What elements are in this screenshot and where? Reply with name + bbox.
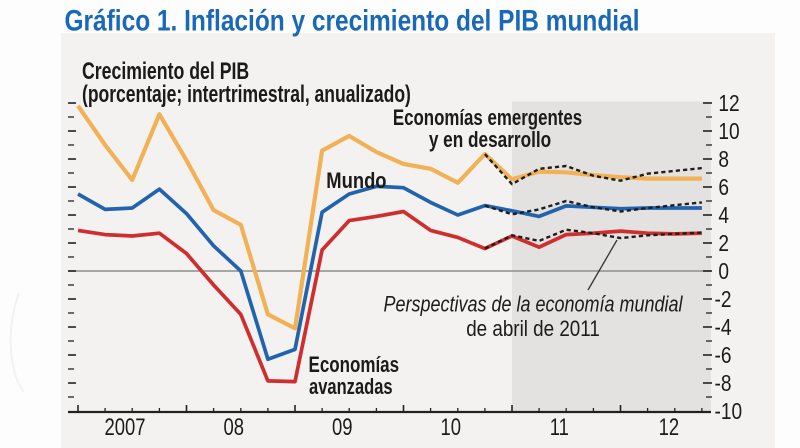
svg-text:avanzadas: avanzadas [309, 375, 393, 400]
svg-text:-10: -10 [715, 398, 743, 424]
svg-text:de abril de 2011: de abril de 2011 [466, 316, 600, 341]
svg-text:2007: 2007 [104, 412, 145, 440]
svg-text:Perspectivas de la economía mu: Perspectivas de la economía mundial [384, 293, 683, 317]
svg-text:y en desarrollo: y en desarrollo [429, 128, 551, 153]
svg-text:8: 8 [718, 146, 729, 172]
svg-text:6: 6 [718, 174, 729, 200]
svg-text:11: 11 [550, 412, 569, 440]
svg-text:-4: -4 [715, 314, 732, 340]
svg-text:-2: -2 [715, 286, 732, 312]
svg-text:(porcentaje; intertrimestral,: (porcentaje; intertrimestral, anualizado… [82, 82, 411, 108]
svg-text:10: 10 [440, 412, 461, 440]
svg-text:-8: -8 [715, 370, 732, 396]
svg-text:0: 0 [718, 258, 729, 284]
svg-text:-6: -6 [715, 342, 732, 368]
svg-text:2: 2 [718, 230, 729, 256]
svg-text:4: 4 [718, 202, 729, 228]
svg-text:Mundo: Mundo [326, 168, 386, 193]
svg-text:09: 09 [332, 412, 353, 440]
svg-text:12: 12 [659, 412, 680, 440]
svg-text:Economías emergentes: Economías emergentes [393, 106, 582, 131]
svg-text:Economías: Economías [309, 353, 400, 378]
svg-text:Crecimiento del PIB: Crecimiento del PIB [82, 59, 249, 85]
svg-text:10: 10 [718, 118, 739, 144]
svg-text:Gráfico 1. Inflación y crecimi: Gráfico 1. Inflación y crecimiento del P… [65, 3, 640, 37]
svg-text:12: 12 [718, 90, 739, 116]
svg-text:08: 08 [223, 412, 244, 440]
